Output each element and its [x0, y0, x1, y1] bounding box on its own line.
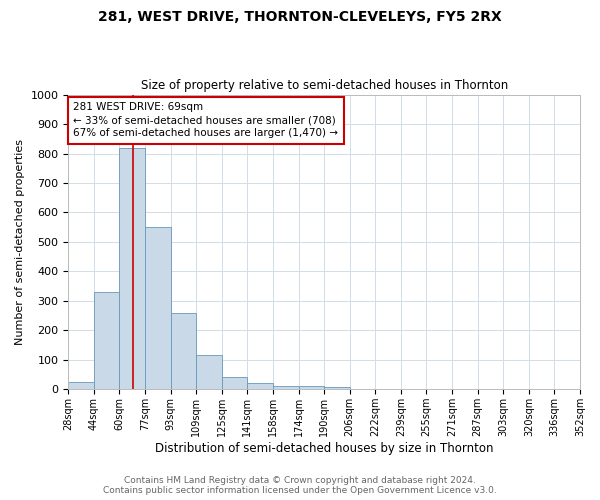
Text: 281, WEST DRIVE, THORNTON-CLEVELEYS, FY5 2RX: 281, WEST DRIVE, THORNTON-CLEVELEYS, FY5… [98, 10, 502, 24]
Bar [119, 148, 145, 390]
Text: Contains HM Land Registry data © Crown copyright and database right 2024.
Contai: Contains HM Land Registry data © Crown c… [103, 476, 497, 495]
Bar [299, 386, 324, 390]
Text: 281 WEST DRIVE: 69sqm
← 33% of semi-detached houses are smaller (708)
67% of sem: 281 WEST DRIVE: 69sqm ← 33% of semi-deta… [73, 102, 338, 139]
Bar [94, 292, 119, 390]
Title: Size of property relative to semi-detached houses in Thornton: Size of property relative to semi-detach… [140, 79, 508, 92]
Bar [273, 386, 299, 390]
Bar [145, 227, 170, 390]
Bar [68, 382, 94, 390]
Bar [222, 376, 247, 390]
Y-axis label: Number of semi-detached properties: Number of semi-detached properties [15, 139, 25, 345]
X-axis label: Distribution of semi-detached houses by size in Thornton: Distribution of semi-detached houses by … [155, 442, 493, 455]
Bar [247, 384, 273, 390]
Bar [324, 387, 350, 390]
Bar [196, 356, 222, 390]
Bar [170, 312, 196, 390]
